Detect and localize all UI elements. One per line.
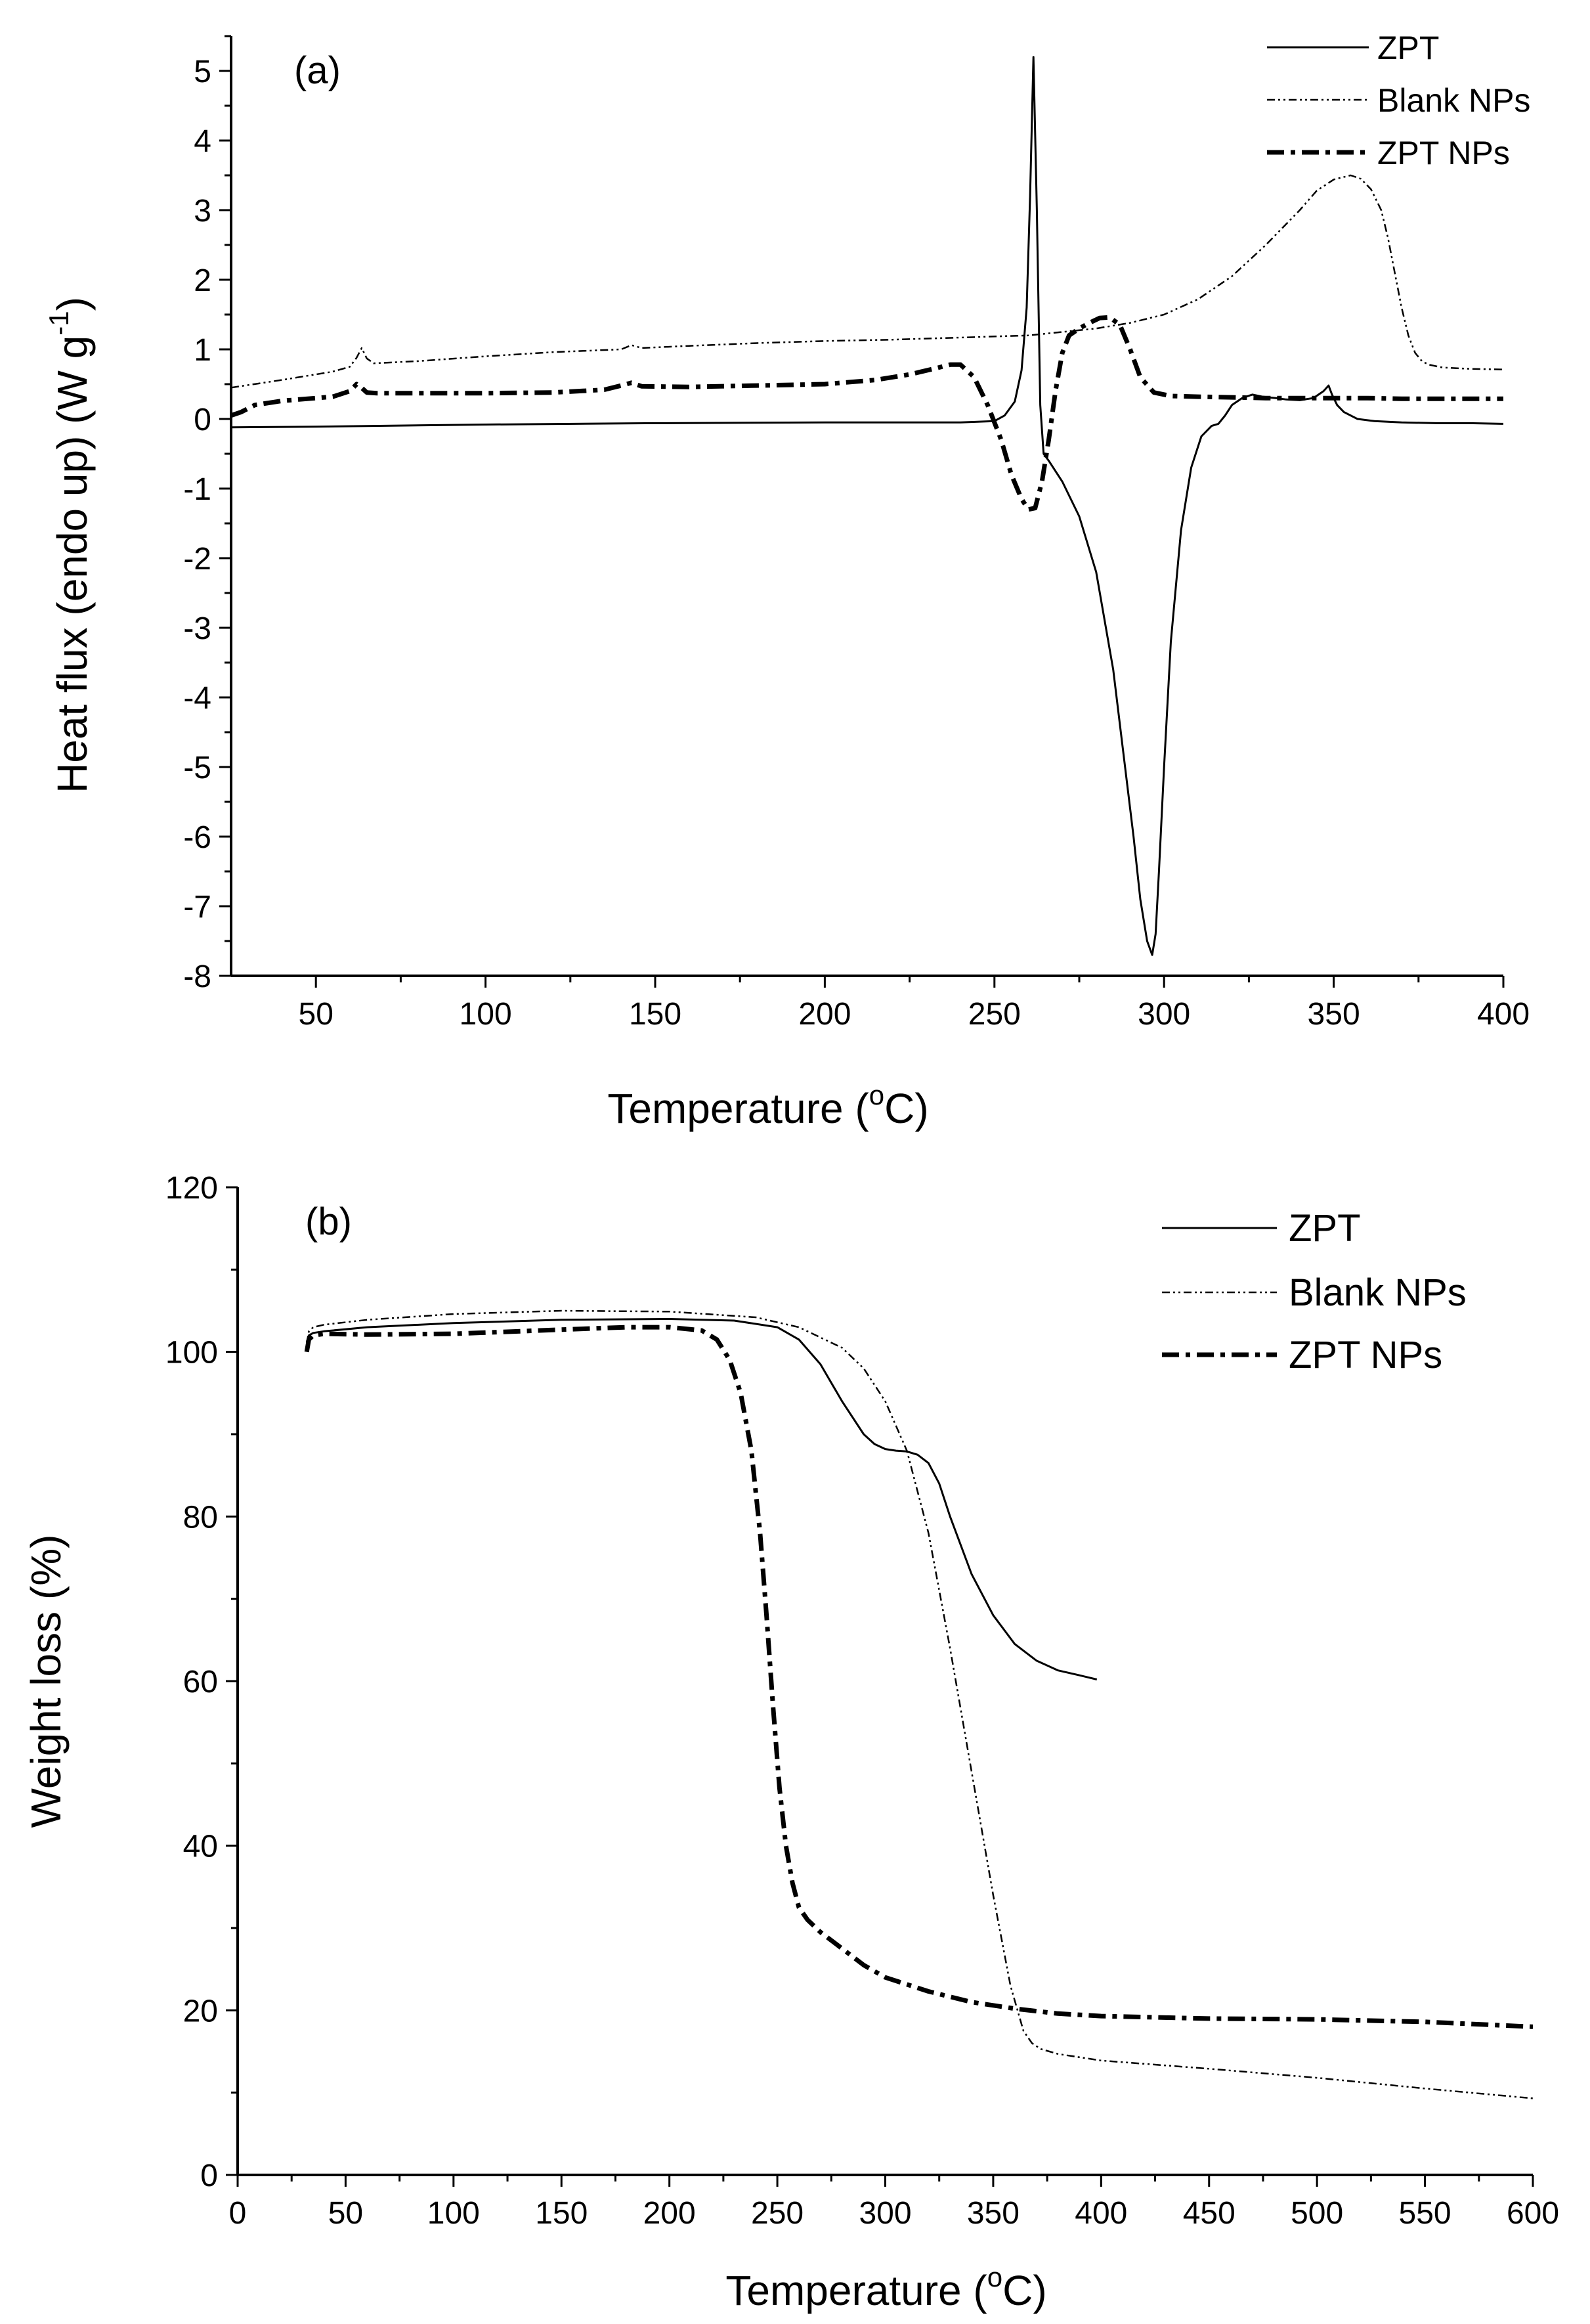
panel-a-legend: ZPT Blank NPs ZPT NPs (1267, 30, 1530, 171)
panel-a-y-axis-title: Heat flux (endo up) (W g-1) (43, 297, 96, 793)
panel-a-y-tick-label-1: 1 (194, 333, 211, 368)
panel-b-x-tick-label-100: 100 (427, 2196, 480, 2231)
panel-b-x-tick-label-200: 200 (643, 2196, 696, 2231)
panel-b-x-tick-label-50: 50 (328, 2196, 363, 2231)
panel-a-y-tick-label-3: 3 (194, 194, 211, 229)
panel-a-x-tick-label-350: 350 (1308, 997, 1360, 1032)
panel-a-x-tick-label-250: 250 (968, 997, 1021, 1032)
panel-b-legend-label-zpt: ZPT (1289, 1207, 1361, 1250)
panel-a-x-ticks: 50 100 150 200 250 300 350 400 (299, 976, 1530, 1032)
panel-a-y-tick-label-4: 4 (194, 124, 211, 159)
panel-a-legend-label-blank-nps: Blank NPs (1377, 82, 1530, 119)
panel-a-y-tick-label-5: -5 (183, 751, 211, 785)
panel-b-series-zpt-nps (304, 1325, 1534, 2029)
panel-a-series-blank-nps (230, 174, 1504, 389)
panel-b-x-tick-label-600: 600 (1507, 2196, 1559, 2231)
panel-b-legend: ZPT Blank NPs ZPT NPs (1162, 1207, 1467, 1376)
panel-b-y-tick-label-100: 100 (165, 1336, 218, 1370)
panel-a-dsc-chart: 50 100 150 200 250 300 350 400 -8-7-6-5-4-3-2-1… (43, 30, 1530, 1132)
panel-b-series-zpt (305, 1318, 1098, 1680)
panel-b-x-axis-title: Temperature (oC) (725, 2262, 1046, 2314)
panel-a-y-ticks: -8 -7 -6 -5 -4 -3 -2 -1 0 1 2 3 4 5 (183, 35, 231, 994)
panel-a-legend-label-zpt-nps: ZPT NPs (1377, 135, 1510, 171)
panel-b-tga-chart: 0 50 100 150 200 250 300 350 400 450 500 550 600 0 20… (22, 1171, 1559, 2314)
panel-a-series-zpt-nps (230, 315, 1503, 512)
panel-b-x-tick-label-550: 550 (1399, 2196, 1451, 2231)
panel-a-y-tick-label-5: 5 (194, 55, 211, 89)
panel-b-y-tick-label-20: 20 (183, 1994, 218, 2028)
panel-b-x-tick-label-150: 150 (535, 2196, 588, 2231)
panel-a-x-tick-label-200: 200 (798, 997, 851, 1032)
panel-a-x-tick-label-150: 150 (629, 997, 681, 1032)
panel-a-x-tick-label-50: 50 (299, 997, 333, 1032)
panel-b-plot-area (304, 1309, 1534, 2099)
panel-a-legend-label-zpt: ZPT (1377, 30, 1439, 66)
panel-b-y-tick-label-60: 60 (183, 1665, 218, 1699)
panel-b-x-tick-label-400: 400 (1075, 2196, 1127, 2231)
panel-b-y-tick-label-0: 0 (200, 2159, 218, 2193)
panel-b-y-ticks: 0 20 40 60 80 100 120 (165, 1171, 238, 2193)
panel-b-x-tick-label-250: 250 (751, 2196, 804, 2231)
panel-b-x-tick-label-500: 500 (1291, 2196, 1343, 2231)
panel-b-series-blank-nps (305, 1309, 1534, 2099)
panel-b-x-ticks: 0 50 100 150 200 250 300 350 400 450 500 550 600 (229, 2175, 1559, 2231)
panel-a-y-tick-label-8: -8 (183, 959, 211, 994)
panel-b-x-tick-label-450: 450 (1183, 2196, 1235, 2231)
panel-a-x-tick-label-400: 400 (1477, 997, 1530, 1032)
panel-a-y-tick-label-7: -7 (183, 890, 211, 925)
panel-b-legend-label-blank-nps: Blank NPs (1289, 1271, 1467, 1314)
panel-a-y-tick-label-0: 0 (194, 403, 211, 437)
panel-a-y-tick-label-2: 2 (194, 263, 211, 298)
panel-b-legend-label-zpt-nps: ZPT NPs (1289, 1334, 1442, 1376)
panel-a-axes (230, 36, 1503, 977)
panel-a-y-tick-label-3: -3 (183, 611, 211, 646)
panel-b-y-axis-title: Weight loss (%) (22, 1535, 70, 1828)
panel-a-y-tick-label-6: -6 (183, 820, 211, 855)
panel-a-y-tick-label-4: -4 (183, 681, 211, 716)
panel-b-y-tick-label-120: 120 (165, 1171, 218, 1206)
panel-b-x-tick-label-350: 350 (967, 2196, 1020, 2231)
panel-b-label: (b) (305, 1200, 352, 1243)
panel-a-y-tick-label-2: -2 (183, 542, 211, 577)
panel-a-series-zpt (230, 56, 1504, 956)
panel-b-y-tick-label-40: 40 (183, 1830, 218, 1864)
panel-a-x-axis-title: Temperature (oC) (607, 1080, 928, 1132)
panel-b-y-tick-label-80: 80 (183, 1500, 218, 1535)
panel-a-plot-area (230, 56, 1504, 956)
panel-a-x-tick-label-100: 100 (460, 997, 512, 1032)
panel-b-x-tick-label-0: 0 (229, 2196, 247, 2231)
panel-a-x-tick-label-300: 300 (1138, 997, 1190, 1032)
panel-b-x-tick-label-300: 300 (859, 2196, 911, 2231)
panel-a-label: (a) (294, 49, 341, 92)
panel-a-y-tick-label-1: -1 (183, 472, 211, 507)
